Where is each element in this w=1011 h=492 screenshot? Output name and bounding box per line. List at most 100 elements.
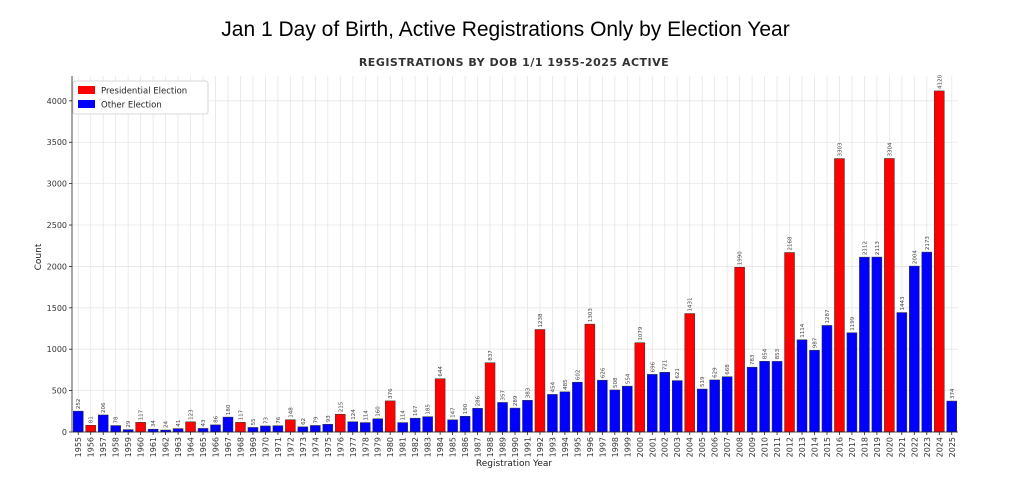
value-label: 55: [251, 418, 257, 425]
value-label: 1079: [638, 326, 644, 340]
value-label: 41: [176, 420, 182, 427]
x-tick-label: 1995: [573, 437, 582, 457]
bar-1978: [360, 422, 371, 433]
x-tick-label: 2015: [823, 437, 832, 457]
value-label: 117: [238, 409, 244, 420]
bar-2019: [871, 256, 883, 433]
legend-swatch-other: [78, 100, 95, 108]
bar-2016: [834, 158, 845, 433]
x-tick-label: 1986: [461, 437, 470, 457]
bar-1961: [147, 428, 159, 433]
y-axis-label: Count: [34, 243, 44, 270]
y-tick-label: 3500: [47, 138, 67, 147]
x-tick-label: 1985: [449, 437, 458, 457]
x-tick-label: 1983: [424, 437, 433, 457]
x-tick-label: 1958: [112, 437, 121, 457]
bar-1985: [447, 419, 458, 433]
x-tick-label: 1964: [187, 437, 196, 457]
x-tick-label: 2016: [835, 437, 844, 457]
bar-2010: [759, 361, 770, 433]
value-label: 190: [463, 403, 469, 414]
value-label: 86: [214, 415, 220, 422]
x-tick-label: 2005: [698, 437, 707, 457]
value-label: 1114: [800, 323, 806, 337]
bar-1967: [222, 416, 234, 433]
legend-label-other: Other Election: [101, 101, 162, 111]
value-label: 147: [451, 407, 457, 418]
bar-2018: [859, 256, 870, 433]
bar-1974: [310, 425, 321, 433]
value-label: 43: [201, 419, 207, 426]
bar-2001: [647, 374, 658, 433]
value-label: 3303: [837, 142, 843, 156]
value-label: 696: [650, 361, 656, 372]
x-tick-label: 1975: [324, 437, 333, 457]
value-label: 73: [263, 416, 269, 423]
value-label: 2112: [862, 241, 868, 255]
value-label: 987: [812, 337, 818, 348]
bar-1987: [472, 408, 483, 433]
value-label: 124: [351, 409, 357, 420]
y-tick-label: 2000: [47, 262, 67, 271]
value-label: 626: [600, 367, 606, 378]
x-tick-label: 1967: [224, 437, 233, 457]
x-tick-label: 1973: [299, 437, 308, 457]
bar-1981: [397, 422, 408, 433]
x-tick-label: 2022: [910, 437, 919, 457]
y-tick-label: 3000: [47, 180, 67, 189]
x-tick-label: 1982: [411, 437, 420, 457]
value-label: 62: [301, 418, 307, 425]
x-tick-label: 1960: [137, 437, 146, 457]
bar-1958: [110, 425, 121, 433]
value-label: 117: [139, 409, 145, 420]
bar-1989: [497, 402, 508, 433]
bar-2000: [634, 342, 646, 433]
x-tick-label: 1970: [261, 437, 270, 457]
value-label: 160: [376, 406, 382, 417]
value-label: 376: [388, 388, 394, 399]
bar-1956: [85, 425, 96, 433]
x-tick-label: 2019: [873, 437, 882, 457]
bar-2024: [934, 90, 945, 433]
x-tick-label: 1959: [124, 437, 133, 457]
bar-1977: [347, 421, 359, 433]
value-label: 24: [164, 421, 170, 428]
x-tick-label: 2023: [923, 437, 932, 457]
value-label: 2004: [912, 250, 918, 264]
value-label: 76: [276, 416, 282, 423]
x-tick-label: 2012: [786, 437, 795, 457]
y-tick-label: 1500: [47, 304, 67, 313]
x-tick-label: 1989: [499, 437, 508, 457]
value-label: 252: [76, 399, 82, 410]
value-label: 3304: [887, 142, 893, 156]
bar-2025: [946, 400, 958, 433]
bar-2020: [884, 158, 895, 433]
x-tick-label: 1994: [561, 437, 570, 457]
x-tick-label: 2024: [935, 437, 944, 457]
legend-swatch-presidential: [78, 86, 95, 94]
x-tick-label: 1991: [523, 437, 532, 457]
bar-1999: [622, 385, 633, 433]
bar-1982: [409, 417, 421, 433]
value-label: 383: [525, 387, 531, 398]
x-tick-label: 2008: [736, 437, 745, 457]
value-label: 289: [513, 395, 519, 406]
value-label: 286: [476, 395, 482, 406]
value-label: 454: [550, 381, 556, 392]
value-label: 854: [763, 348, 769, 359]
value-label: 2168: [788, 236, 794, 250]
value-label: 668: [725, 364, 731, 375]
x-tick-label: 1996: [586, 437, 595, 457]
bar-1980: [384, 400, 396, 433]
value-label: 79: [313, 416, 319, 423]
x-tick-label: 2000: [636, 437, 645, 457]
value-label: 853: [775, 348, 781, 359]
bar-1986: [459, 416, 471, 433]
x-axis-label: Registration Year: [476, 459, 552, 469]
bar-1963: [172, 428, 184, 433]
bar-1988: [484, 362, 496, 433]
bar-2013: [796, 339, 808, 433]
bar-1983: [422, 416, 433, 433]
bar-2014: [809, 350, 820, 433]
x-tick-label: 1971: [274, 437, 283, 457]
